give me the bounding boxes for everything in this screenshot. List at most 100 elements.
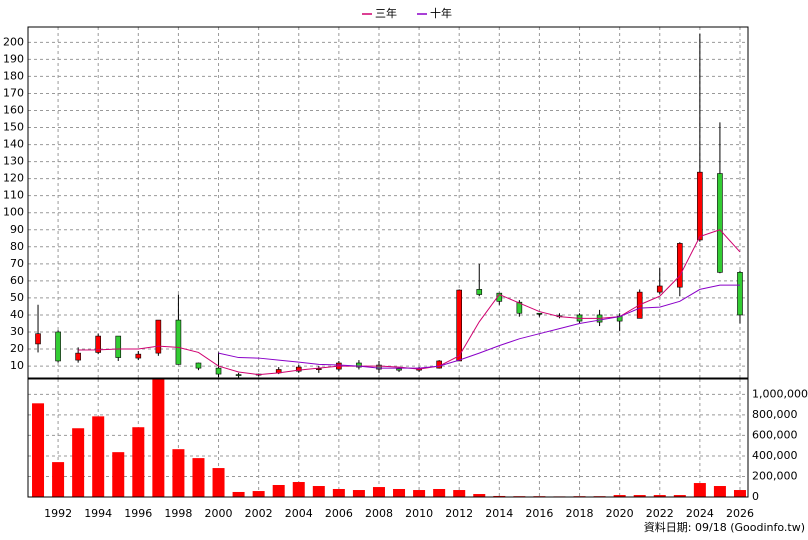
y-tick-label: 800,000 (752, 408, 798, 421)
y-tick-label: 600,000 (752, 428, 798, 441)
x-tick-label: 2018 (566, 507, 594, 520)
bar (713, 486, 726, 497)
x-tick-label: 2024 (686, 507, 714, 520)
bar (413, 490, 426, 497)
x-tick-label: 2026 (726, 507, 754, 520)
bar (673, 495, 686, 497)
y-tick-label: 150 (3, 121, 24, 134)
bar (372, 487, 385, 497)
bar (393, 488, 406, 497)
bar (72, 428, 85, 497)
candle-body (155, 319, 162, 354)
candle-body (356, 362, 362, 368)
x-tick-label: 2010 (405, 507, 433, 520)
y-tick-label: 130 (3, 155, 24, 168)
x-tick-label: 1992 (44, 507, 72, 520)
candle-body (215, 367, 222, 375)
x-tick-label: 2004 (285, 507, 313, 520)
bar (433, 488, 446, 497)
ma-line (218, 284, 740, 369)
x-tick-label: 2008 (365, 507, 393, 520)
bar (112, 452, 125, 497)
candle-body (75, 352, 81, 361)
candle-body (175, 319, 182, 365)
candle-body (195, 362, 202, 369)
candle-body (677, 243, 683, 288)
y-tick-label: 160 (3, 103, 24, 116)
legend-label: 三年 (375, 6, 397, 20)
bar (693, 483, 706, 497)
y-tick-label: 400,000 (752, 449, 798, 462)
candle-body (717, 173, 723, 273)
candle-body (115, 335, 122, 358)
bar (493, 495, 506, 497)
y-tick-label: 170 (3, 86, 24, 99)
bar (613, 495, 626, 497)
candle-body (536, 312, 543, 315)
footer: 資料日期: 09/18 (Goodinfo.tw) (644, 520, 805, 534)
y-tick-label: 100 (3, 206, 24, 219)
candle-body (476, 289, 483, 295)
candle-body (135, 353, 142, 359)
y-tick-label: 30 (10, 325, 24, 338)
y-tick-label: 40 (10, 308, 24, 321)
y-tick-label: 60 (10, 274, 24, 287)
x-tick-label: 2002 (245, 507, 273, 520)
bar (52, 462, 65, 497)
bar (192, 458, 205, 497)
bar (132, 427, 145, 497)
x-tick-label: 2006 (325, 507, 353, 520)
bar (453, 490, 466, 497)
bar (272, 484, 285, 497)
y-tick-label: 140 (3, 138, 24, 151)
bar (172, 449, 185, 497)
bar (152, 379, 165, 497)
bar (653, 495, 666, 497)
x-tick-label: 2020 (606, 507, 634, 520)
x-tick-label: 2022 (646, 507, 674, 520)
plot-frame (27, 378, 749, 498)
x-tick-label: 1998 (164, 507, 192, 520)
bar (332, 488, 345, 497)
bar (92, 416, 105, 497)
candle-body (235, 374, 242, 376)
bar (212, 468, 225, 497)
candle-body (35, 333, 41, 345)
candle-body (516, 301, 523, 314)
y-tick-label: 110 (3, 189, 24, 202)
candle-body (316, 368, 322, 370)
candle-body (376, 364, 382, 370)
x-tick-label: 1994 (84, 507, 112, 520)
candle-body (295, 366, 302, 372)
candle-body (456, 289, 462, 362)
candle-body (697, 171, 703, 241)
bar (733, 490, 746, 497)
candle-body (436, 360, 442, 369)
y-tick-label: 200 (3, 35, 24, 48)
y-tick-label: 120 (3, 172, 24, 185)
y-tick-label: 50 (10, 291, 24, 304)
bar (633, 495, 646, 497)
legend-label: 十年 (430, 6, 452, 20)
x-tick-label: 2000 (205, 507, 233, 520)
y-tick-label: 1,000,000 (752, 387, 808, 400)
x-tick-label: 2016 (525, 507, 553, 520)
y-tick-label: 70 (10, 257, 24, 270)
candle-body (737, 272, 743, 316)
bar (473, 494, 486, 497)
y-tick-label: 0 (752, 490, 759, 503)
bar (292, 482, 305, 497)
x-tick-label: 2012 (445, 507, 473, 520)
y-tick-label: 10 (10, 359, 24, 372)
y-tick-label: 200,000 (752, 469, 798, 482)
bar (252, 491, 265, 497)
candle-body (396, 368, 402, 371)
bar (232, 491, 245, 497)
plot-frame (27, 26, 749, 379)
bar (352, 490, 365, 497)
bar (32, 403, 45, 497)
y-tick-label: 180 (3, 69, 24, 82)
candle-body (95, 335, 101, 353)
candle-body (656, 285, 663, 293)
